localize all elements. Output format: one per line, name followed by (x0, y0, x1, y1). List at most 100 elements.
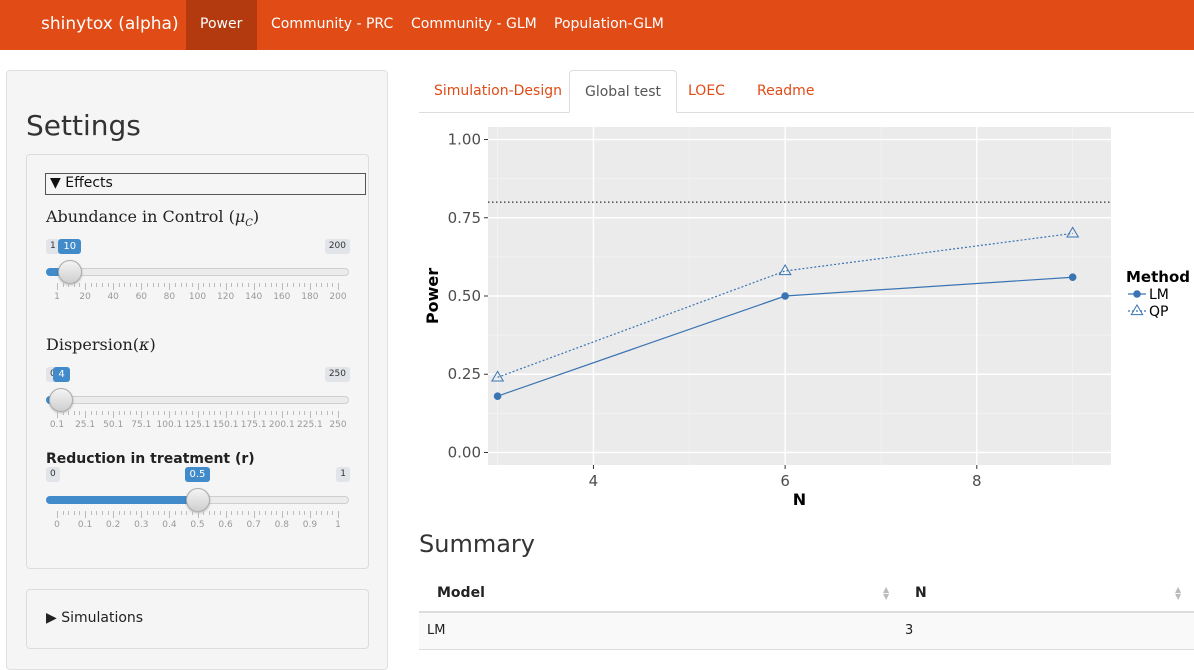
nav-item-community-prc[interactable]: Community - PRC (271, 16, 394, 32)
slider-tick (231, 511, 233, 515)
slider-tick (219, 411, 221, 415)
nav-item-power[interactable]: Power (186, 0, 257, 50)
slider-tick (68, 511, 70, 515)
slider-tick (259, 411, 261, 415)
slider-tick-label: 150.1 (212, 420, 239, 430)
slider-tick (298, 283, 300, 287)
slider-tick (158, 283, 160, 287)
y-tick-label: 0.50 (448, 287, 481, 305)
slider-tick-label: 225.1 (297, 420, 323, 430)
slider-tick (304, 511, 306, 515)
x-axis-title: N (793, 490, 806, 509)
slider-tick (62, 511, 64, 515)
slider-tick (281, 511, 283, 518)
nav-item-population-glm[interactable]: Population-GLM (554, 16, 664, 32)
slider-tick (180, 411, 182, 415)
column-header-n[interactable]: N (915, 585, 927, 601)
effects-toggle[interactable]: ▼ Effects (45, 173, 366, 195)
slider-tick-label: 40 (107, 292, 119, 302)
reduction-slider[interactable]: 0 1 0.5 0 0.1 0.2 0.3 0.4 0.5 0.6 0.7 0.8 0.9 1 (46, 467, 350, 535)
slider-tick (293, 411, 295, 415)
slider-track[interactable] (46, 396, 349, 404)
slider-tick (62, 411, 64, 415)
slider-tick (169, 411, 171, 418)
slider-tick-label: 20 (79, 292, 91, 302)
slider-tick (135, 283, 137, 287)
slider-tick (90, 511, 92, 515)
slider-tick (315, 511, 317, 515)
slider-tick (163, 283, 165, 287)
slider-tick (141, 411, 143, 418)
tab-readme[interactable]: Readme (757, 83, 815, 99)
settings-title: Settings (26, 109, 141, 142)
slider-handle[interactable] (185, 488, 210, 512)
slider-tick (214, 283, 216, 287)
slider-tick (96, 283, 98, 287)
slider-tick (248, 411, 250, 415)
slider-tick (276, 283, 278, 287)
sort-icon[interactable]: ▲ ▼ (883, 585, 890, 601)
slider-fill (46, 496, 198, 504)
slider-tick (197, 511, 199, 518)
y-tick-label: 0.25 (448, 365, 481, 383)
tab-loec[interactable]: LOEC (688, 83, 725, 99)
slider-tick (203, 511, 205, 515)
slider-tick (304, 411, 306, 415)
slider-tick (309, 283, 311, 290)
slider-tick (191, 283, 193, 287)
slider-tick (141, 511, 143, 518)
slider-tick (332, 511, 334, 515)
simulations-toggle[interactable]: ▶ Simulations (46, 610, 144, 626)
slider-tick (225, 411, 227, 418)
slider-tick (85, 283, 87, 290)
slider-tick (96, 411, 98, 415)
column-header-model[interactable]: Model (437, 585, 485, 601)
slider-tick-label: 125.1 (184, 420, 211, 430)
slider-tick (180, 511, 182, 515)
slider-tick (208, 511, 210, 515)
slider-max-label: 1 (336, 467, 350, 482)
slider-tick (203, 411, 205, 415)
slider-handle[interactable] (57, 260, 82, 284)
slider-tick (231, 283, 233, 287)
slider-tick (124, 511, 126, 515)
dispersion-slider[interactable]: 0.1 250 4 0.1 25.1 50.1 75.1 100.1125.1150.1175… (46, 367, 350, 435)
y-axis-title: Power (423, 268, 442, 324)
slider-tick (214, 511, 216, 515)
slider-tick (287, 411, 289, 415)
slider-tick-labels: 1 20 40 60 80 100 120 140 160 180 200 (46, 292, 349, 304)
slider-tick (304, 283, 306, 287)
slider-max-label: 200 (324, 239, 350, 254)
slider-tick (293, 283, 295, 287)
sort-icon[interactable]: ▲ ▼ (1175, 585, 1182, 601)
table-row: LM 3 (419, 613, 1194, 650)
slider-tick-label: 160 (273, 292, 291, 302)
slider-tick (107, 283, 109, 287)
slider-handle[interactable] (49, 388, 74, 412)
slider-tick (79, 283, 81, 287)
slider-tick (175, 411, 177, 415)
dispersion-label: Dispersion(κ) (46, 335, 156, 354)
tab-simulation-design[interactable]: Simulation-Design (434, 83, 562, 99)
slider-tick-label: 50.1 (103, 420, 124, 430)
slider-tick (175, 511, 177, 515)
slider-tick (113, 283, 115, 290)
slider-track[interactable] (46, 268, 349, 276)
slider-tick (287, 283, 289, 287)
slider-tick (175, 283, 177, 287)
simulations-panel: ▶ Simulations (26, 589, 369, 649)
reduction-label: Reduction in treatment (r) (46, 451, 255, 467)
slider-tick-label: 0.5 (190, 520, 205, 530)
slider-tick (338, 511, 339, 518)
slider-tick (57, 411, 58, 418)
nav-item-community-glm[interactable]: Community - GLM (411, 16, 537, 32)
summary-title: Summary (419, 530, 535, 558)
app-brand[interactable]: shinytox (alpha) (41, 14, 179, 34)
slider-tick (315, 411, 317, 415)
slider-max-label: 250 (324, 367, 350, 382)
abundance-slider[interactable]: 1 200 10 1 20 40 60 80 100 120 140 160 180 200 (46, 239, 350, 307)
slider-tick-label: 200.1 (268, 420, 295, 430)
tab-global-test[interactable]: Global test (569, 70, 677, 113)
slider-tick-label: 175.1 (240, 420, 267, 430)
